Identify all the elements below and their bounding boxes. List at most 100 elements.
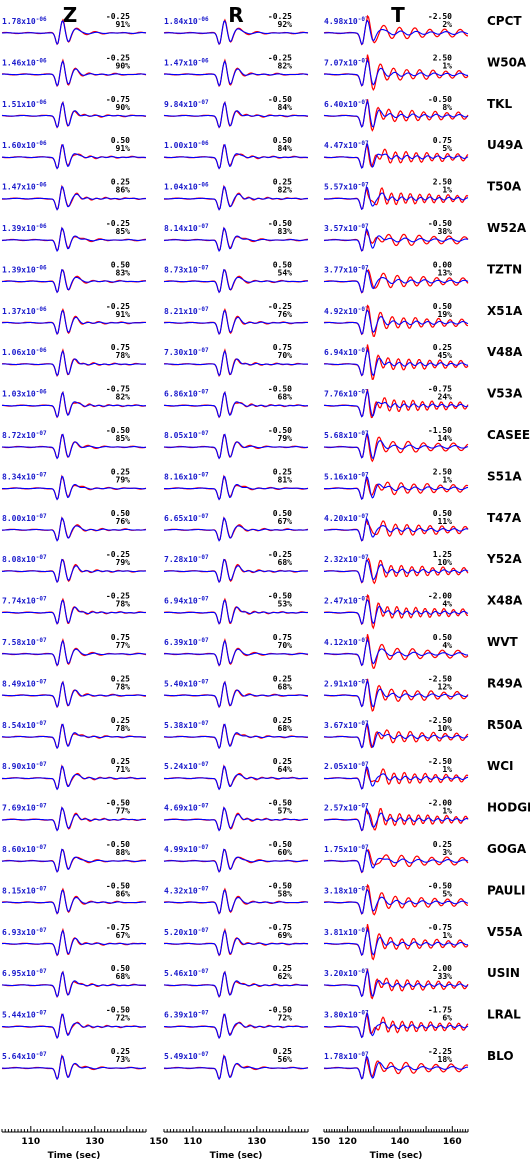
variance-reduction-label: 1% bbox=[442, 765, 452, 774]
amplitude-label: 9.84x10-07 bbox=[164, 99, 209, 109]
time-shift-label: -1.75 bbox=[428, 1006, 452, 1015]
synthetic-trace bbox=[324, 638, 469, 667]
amplitude-label: 6.94x10-07 bbox=[164, 596, 209, 606]
station-label: V55A bbox=[487, 925, 523, 939]
variance-reduction-label: 8% bbox=[442, 103, 452, 112]
synthetic-trace bbox=[324, 927, 469, 956]
amplitude-label: 1.37x10-06 bbox=[2, 306, 47, 316]
station-label: W50A bbox=[487, 55, 527, 69]
variance-reduction-label: 90% bbox=[116, 103, 131, 112]
x-tick-label: 150 bbox=[149, 1137, 168, 1147]
amplitude-label: 1.00x10-06 bbox=[164, 140, 209, 150]
time-shift-label: -0.50 bbox=[106, 799, 130, 808]
time-shift-label: -0.25 bbox=[106, 219, 130, 228]
variance-reduction-label: 70% bbox=[278, 351, 293, 360]
variance-reduction-label: 91% bbox=[116, 20, 131, 29]
variance-reduction-label: 76% bbox=[278, 310, 293, 319]
synthetic-trace bbox=[163, 391, 308, 419]
amplitude-label: 1.51x10-06 bbox=[2, 99, 47, 109]
time-shift-label: -0.50 bbox=[268, 799, 292, 808]
time-shift-label: -2.25 bbox=[428, 1047, 452, 1056]
x-axis-label: Time (sec) bbox=[370, 1151, 423, 1161]
variance-reduction-label: 79% bbox=[278, 434, 293, 443]
amplitude-label: 5.40x10-07 bbox=[164, 678, 209, 688]
time-shift-label: 0.25 bbox=[111, 178, 130, 187]
variance-reduction-label: 77% bbox=[116, 641, 131, 650]
amplitude-label: 3.57x10-07 bbox=[324, 223, 369, 233]
amplitude-label: 6.94x10-07 bbox=[324, 347, 369, 357]
amplitude-label: 8.08x10-07 bbox=[2, 554, 47, 564]
synthetic-trace bbox=[323, 432, 469, 459]
station-label: R49A bbox=[487, 676, 523, 690]
amplitude-label: 8.49x10-07 bbox=[2, 678, 47, 688]
amplitude-label: 4.98x10-07 bbox=[324, 16, 369, 26]
variance-reduction-label: 71% bbox=[116, 765, 131, 774]
variance-reduction-label: 1% bbox=[442, 807, 452, 816]
variance-reduction-label: 54% bbox=[278, 268, 293, 277]
time-shift-label: 0.50 bbox=[111, 136, 130, 145]
amplitude-label: 4.12x10-07 bbox=[324, 637, 369, 647]
variance-reduction-label: 83% bbox=[116, 268, 131, 277]
amplitude-label: 6.39x10-07 bbox=[164, 1010, 209, 1020]
variance-reduction-label: 70% bbox=[278, 641, 293, 650]
time-shift-label: -0.50 bbox=[106, 881, 130, 890]
time-shift-label: 0.25 bbox=[111, 467, 130, 476]
amplitude-label: 8.15x10-07 bbox=[2, 885, 47, 895]
variance-reduction-label: 6% bbox=[442, 1014, 452, 1023]
x-tick-label: 130 bbox=[247, 1137, 266, 1147]
time-shift-label: 0.50 bbox=[433, 302, 452, 311]
variance-reduction-label: 78% bbox=[116, 724, 131, 733]
amplitude-label: 8.72x10-07 bbox=[2, 430, 47, 440]
x-axis-label: Time (sec) bbox=[48, 1151, 101, 1161]
time-shift-label: 0.25 bbox=[273, 467, 292, 476]
amplitude-label: 5.68x10-07 bbox=[324, 430, 369, 440]
time-shift-label: 0.75 bbox=[273, 343, 292, 352]
amplitude-label: 1.04x10-06 bbox=[164, 182, 209, 192]
amplitude-label: 3.18x10-07 bbox=[324, 885, 369, 895]
synthetic-trace bbox=[323, 186, 469, 211]
variance-reduction-label: 83% bbox=[278, 227, 293, 236]
synthetic-trace bbox=[2, 227, 147, 252]
synthetic-trace bbox=[163, 599, 308, 625]
station-label: BLO bbox=[487, 1049, 514, 1063]
synthetic-trace bbox=[164, 227, 309, 252]
time-shift-label: -0.50 bbox=[106, 840, 130, 849]
time-shift-label: -0.25 bbox=[268, 53, 292, 62]
variance-reduction-label: 56% bbox=[278, 1055, 293, 1064]
variance-reduction-label: 24% bbox=[438, 393, 453, 402]
synthetic-trace bbox=[163, 558, 309, 584]
synthetic-trace bbox=[163, 433, 308, 460]
time-shift-label: 0.50 bbox=[273, 509, 292, 518]
amplitude-label: 1.03x10-06 bbox=[2, 389, 47, 399]
variance-reduction-label: 64% bbox=[278, 765, 293, 774]
station-label: CASEE bbox=[487, 428, 530, 442]
variance-reduction-label: 53% bbox=[278, 600, 293, 609]
station-label: TKL bbox=[487, 97, 512, 111]
x-tick-label: 110 bbox=[21, 1137, 40, 1147]
synthetic-trace bbox=[324, 348, 469, 377]
synthetic-trace bbox=[323, 1055, 469, 1080]
amplitude-label: 4.92x10-07 bbox=[324, 306, 369, 316]
variance-reduction-label: 33% bbox=[438, 972, 453, 981]
amplitude-label: 2.91x10-07 bbox=[324, 678, 369, 688]
amplitude-label: 4.32x10-07 bbox=[164, 885, 209, 895]
time-shift-label: -0.25 bbox=[106, 592, 130, 601]
variance-reduction-label: 60% bbox=[278, 848, 293, 857]
synthetic-trace bbox=[323, 848, 469, 873]
time-shift-label: 2.50 bbox=[433, 467, 452, 476]
variance-reduction-label: 90% bbox=[116, 61, 131, 70]
synthetic-trace bbox=[323, 19, 469, 46]
synthetic-trace bbox=[324, 806, 469, 832]
amplitude-label: 8.05x10-07 bbox=[164, 430, 209, 440]
variance-reduction-label: 91% bbox=[116, 144, 131, 153]
synthetic-trace bbox=[1, 889, 147, 915]
synthetic-trace bbox=[2, 806, 146, 832]
synthetic-trace bbox=[164, 639, 309, 667]
time-shift-label: -0.50 bbox=[268, 426, 292, 435]
amplitude-label: 5.49x10-07 bbox=[164, 1051, 209, 1061]
time-shift-label: -0.75 bbox=[106, 385, 130, 394]
variance-reduction-label: 14% bbox=[438, 434, 453, 443]
variance-reduction-label: 67% bbox=[278, 517, 293, 526]
variance-reduction-label: 84% bbox=[278, 103, 293, 112]
synthetic-trace bbox=[323, 142, 469, 169]
